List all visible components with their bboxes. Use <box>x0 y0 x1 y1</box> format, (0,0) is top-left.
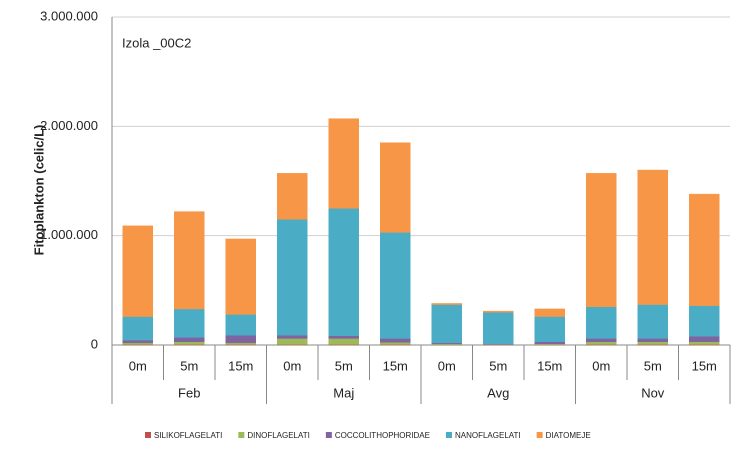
x-tick-label: 5m <box>180 358 198 373</box>
bar-segment <box>689 342 719 345</box>
bar-segment <box>226 314 256 335</box>
bar-segment <box>483 312 513 344</box>
bar-segment <box>432 305 462 343</box>
bar-segment <box>329 338 359 344</box>
bar-segment <box>689 306 719 337</box>
bar-segment <box>329 208 359 335</box>
bar-segment <box>432 303 462 304</box>
x-tick-label: 5m <box>335 358 353 373</box>
x-tick-label: 0m <box>283 358 301 373</box>
bar-segment <box>277 335 307 338</box>
group-label: Nov <box>641 385 665 400</box>
bar-segment <box>380 338 410 342</box>
legend-label: COCCOLITHOPHORIDAE <box>335 431 430 440</box>
x-tick-label: 15m <box>383 358 408 373</box>
y-tick-label: 1.000.000 <box>40 227 98 242</box>
legend-label: DINOFLAGELATI <box>247 431 310 440</box>
bar-segment <box>174 337 204 341</box>
bar-segment <box>123 226 153 317</box>
bar-segment <box>638 338 668 341</box>
x-tick-label: 0m <box>129 358 147 373</box>
group-label: Feb <box>178 385 200 400</box>
x-tick-label: 5m <box>489 358 507 373</box>
group-label: Avg <box>487 385 509 400</box>
legend-swatch <box>238 432 244 438</box>
bar-segment <box>174 309 204 337</box>
bar-segment <box>226 335 256 343</box>
legend-label: DIATOMEJE <box>546 431 591 440</box>
bar-segment <box>638 342 668 345</box>
bar-segment <box>329 119 359 209</box>
x-tick-label: 15m <box>537 358 562 373</box>
bar-segment <box>535 309 565 317</box>
bar-segment <box>483 311 513 312</box>
x-tick-label: 5m <box>644 358 662 373</box>
x-tick-label: 0m <box>438 358 456 373</box>
bar-segment <box>689 336 719 341</box>
bar-segment <box>380 342 410 344</box>
x-tick-label: 15m <box>228 358 253 373</box>
x-tick-label: 15m <box>692 358 717 373</box>
y-tick-label: 2.000.000 <box>40 118 98 133</box>
bar-segment <box>174 342 204 345</box>
bar-segment <box>638 170 668 304</box>
legend-swatch <box>446 432 452 438</box>
bar-segment <box>586 173 616 306</box>
bar-segment <box>586 338 616 341</box>
y-tick-label: 0 <box>91 336 98 351</box>
bar-segment <box>535 317 565 342</box>
bar-segment <box>535 342 565 344</box>
legend-swatch <box>537 432 543 438</box>
bar-segment <box>277 173 307 219</box>
group-label: Maj <box>333 385 354 400</box>
bar-segment <box>638 305 668 339</box>
bar-segment <box>329 336 359 339</box>
y-tick-label: 3.000.000 <box>40 8 98 23</box>
bar-segment <box>689 194 719 306</box>
legend-swatch <box>145 432 151 438</box>
bar-segment <box>277 338 307 344</box>
bar-segment <box>226 239 256 314</box>
bar-segment <box>586 307 616 339</box>
bar-segment <box>123 317 153 341</box>
legend-label: NANOFLAGELATI <box>455 431 521 440</box>
bar-segment <box>380 143 410 233</box>
bar-segment <box>277 219 307 335</box>
bar-segment <box>380 232 410 338</box>
x-tick-label: 0m <box>592 358 610 373</box>
legend-label: SILIKOFLAGELATI <box>154 431 222 440</box>
bar-segment <box>174 212 204 309</box>
bar-segment <box>123 340 153 343</box>
annotation: Izola _00C2 <box>122 35 191 50</box>
legend-swatch <box>326 432 332 438</box>
bar-segment <box>586 342 616 345</box>
